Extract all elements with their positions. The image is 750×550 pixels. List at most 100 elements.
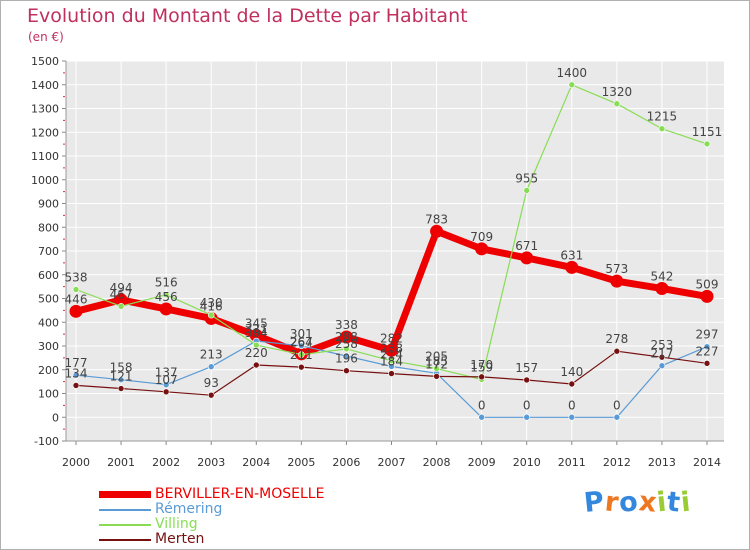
data-label: 1151 <box>692 125 723 139</box>
legend-label: Villing <box>155 516 198 532</box>
data-label: 282 <box>380 331 403 345</box>
data-point <box>388 370 395 377</box>
y-tick-label: 1000 <box>31 174 59 187</box>
data-point <box>72 382 80 389</box>
data-point <box>162 381 170 389</box>
data-point <box>117 385 125 392</box>
x-tick-label: 2002 <box>152 456 180 469</box>
data-label: 159 <box>470 360 493 374</box>
y-tick-label: 300 <box>38 340 59 353</box>
data-label: 288 <box>335 330 358 344</box>
data-label: 516 <box>155 276 178 290</box>
x-tick-label: 2004 <box>242 456 270 469</box>
data-point <box>478 373 485 381</box>
data-point <box>72 371 80 379</box>
data-label: 321 <box>245 322 268 336</box>
data-point <box>703 343 711 351</box>
data-label: 573 <box>605 262 628 276</box>
x-tick-label: 2003 <box>197 456 225 469</box>
data-point <box>343 345 350 353</box>
data-label: 671 <box>515 239 538 253</box>
data-point <box>162 291 170 299</box>
data-point <box>117 303 125 310</box>
x-tick-label: 2006 <box>332 456 360 469</box>
data-label: 1320 <box>602 85 633 99</box>
data-label: 220 <box>245 346 268 360</box>
data-point <box>523 376 531 384</box>
data-label: 140 <box>560 365 583 379</box>
data-label: 134 <box>65 366 88 380</box>
x-tick-label: 2010 <box>513 456 541 469</box>
data-point <box>568 380 576 388</box>
data-label: 456 <box>155 290 178 304</box>
data-point <box>298 363 305 371</box>
data-label: 297 <box>696 328 719 342</box>
data-point <box>433 373 440 380</box>
data-label: 170 <box>470 358 493 372</box>
proxiti-logo: Proxiti <box>582 486 694 519</box>
data-point <box>72 286 80 293</box>
y-tick-label: 100 <box>38 388 59 401</box>
chart-title: Evolution du Montant de la Dette par Hab… <box>27 5 468 27</box>
data-label: 177 <box>65 356 88 370</box>
data-label: 446 <box>65 292 88 306</box>
x-tick-label: 2007 <box>378 456 406 469</box>
data-label: 107 <box>155 373 178 387</box>
data-point <box>703 360 711 367</box>
data-point <box>207 391 215 399</box>
data-label: 213 <box>200 348 223 362</box>
y-tick-label: 700 <box>38 245 59 258</box>
x-tick-label: 2000 <box>62 456 90 469</box>
data-label: 509 <box>696 277 719 291</box>
data-point <box>658 362 666 370</box>
data-point <box>207 363 215 370</box>
data-point <box>568 413 576 421</box>
y-tick-label: 500 <box>38 293 59 306</box>
legend-label: BERVILLER-EN-MOSELLE <box>155 486 325 502</box>
data-label: 0 <box>613 398 621 412</box>
y-tick-label: 1500 <box>31 55 59 68</box>
y-tick-label: 800 <box>38 221 59 234</box>
data-point <box>114 293 128 307</box>
data-label: 494 <box>110 281 133 295</box>
data-label: 338 <box>335 318 358 332</box>
data-label: 345 <box>245 316 268 330</box>
legend-swatch <box>99 524 151 526</box>
data-point <box>117 376 125 384</box>
data-label: 264 <box>290 336 313 350</box>
x-tick-label: 2005 <box>287 456 315 469</box>
logo-letter: i <box>679 486 694 519</box>
y-tick-label: 1400 <box>31 79 59 92</box>
data-label: 214 <box>380 347 403 361</box>
data-point <box>475 242 489 256</box>
data-label: 157 <box>515 361 538 375</box>
data-point <box>388 357 395 365</box>
data-point <box>249 328 263 342</box>
data-point <box>523 413 531 421</box>
data-label: 467 <box>110 287 133 301</box>
y-tick-label: 900 <box>38 198 59 211</box>
chart-subtitle: (en €) <box>28 30 64 44</box>
x-tick-label: 2008 <box>423 456 451 469</box>
data-point <box>478 413 485 421</box>
x-tick-label: 2011 <box>558 456 586 469</box>
data-point <box>252 341 260 349</box>
data-point <box>658 353 666 361</box>
x-tick-label: 2014 <box>693 456 721 469</box>
data-point <box>565 260 579 274</box>
data-point <box>385 343 398 357</box>
legend-swatch <box>99 509 151 511</box>
data-label: 542 <box>650 270 673 284</box>
data-point <box>207 311 215 319</box>
data-point <box>568 81 576 89</box>
data-point <box>700 289 714 303</box>
y-tick-label: 1100 <box>31 150 59 163</box>
data-label: 227 <box>696 344 719 358</box>
legend-swatch <box>99 539 151 541</box>
data-label: 158 <box>110 361 133 375</box>
data-label: 258 <box>335 337 358 351</box>
data-point <box>252 361 260 369</box>
data-point <box>433 365 440 372</box>
data-label: 217 <box>650 347 673 361</box>
data-label: 0 <box>568 398 576 412</box>
